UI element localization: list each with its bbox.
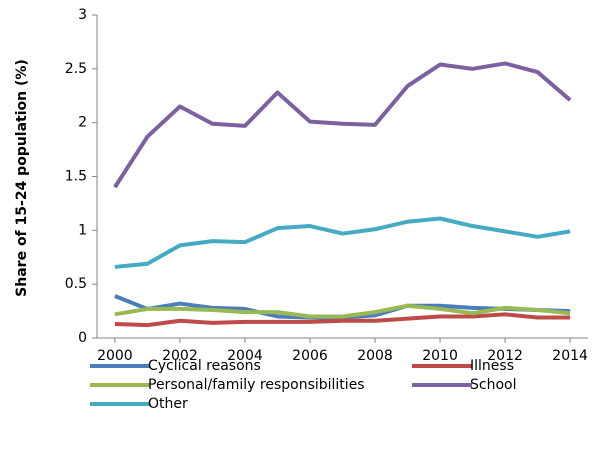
x-tick-label: 2004 — [227, 348, 263, 364]
x-tick-label: 2010 — [422, 348, 458, 364]
x-tick-label: 2006 — [292, 348, 328, 364]
legend-label: Other — [148, 396, 188, 412]
y-tick-label: 1.5 — [65, 169, 87, 185]
y-tick-label: 1 — [78, 222, 87, 238]
legend-label: Personal/family responsibilities — [148, 377, 365, 393]
series-line — [114, 303, 571, 319]
y-tick-label: 2 — [78, 115, 87, 131]
y-tick-label: 0 — [78, 330, 87, 346]
x-tick-label: 2008 — [357, 348, 393, 364]
y-tick-label: 2.5 — [65, 61, 87, 77]
x-tick-label: 2012 — [487, 348, 523, 364]
x-tick-label: 2002 — [162, 348, 198, 364]
x-tick-label: 2014 — [552, 348, 588, 364]
series-line — [113, 61, 572, 189]
x-tick-label: 2000 — [97, 348, 133, 364]
series-line — [114, 312, 571, 328]
y-tick-label: 0.5 — [65, 276, 87, 292]
legend-label: School — [470, 377, 516, 393]
legend-label: Cyclical reasons — [148, 358, 261, 374]
y-axis-label: Share of 15-24 population (%) — [14, 59, 30, 297]
series-line — [114, 216, 571, 269]
legend-label: Illness — [470, 358, 514, 374]
y-tick-label: 3 — [78, 7, 87, 23]
